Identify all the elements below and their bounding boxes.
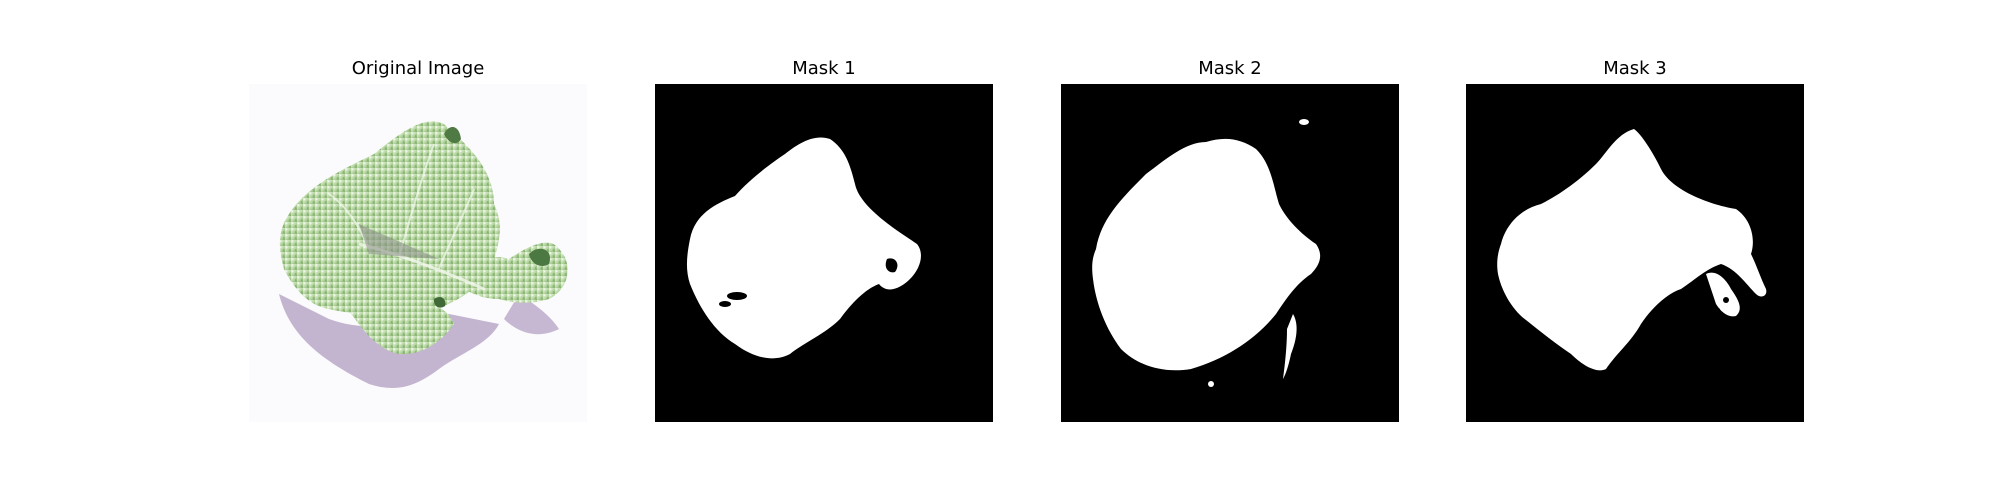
mask-2-image	[1061, 84, 1399, 422]
original-image-title: Original Image	[351, 58, 485, 79]
mask-3-title: Mask 3	[1603, 58, 1667, 79]
original-image	[249, 84, 587, 422]
mask-3-image	[1466, 84, 1804, 422]
mask-1-image	[655, 84, 993, 422]
mask-2-title: Mask 2	[1198, 58, 1262, 79]
mask-1-title: Mask 1	[792, 58, 856, 79]
